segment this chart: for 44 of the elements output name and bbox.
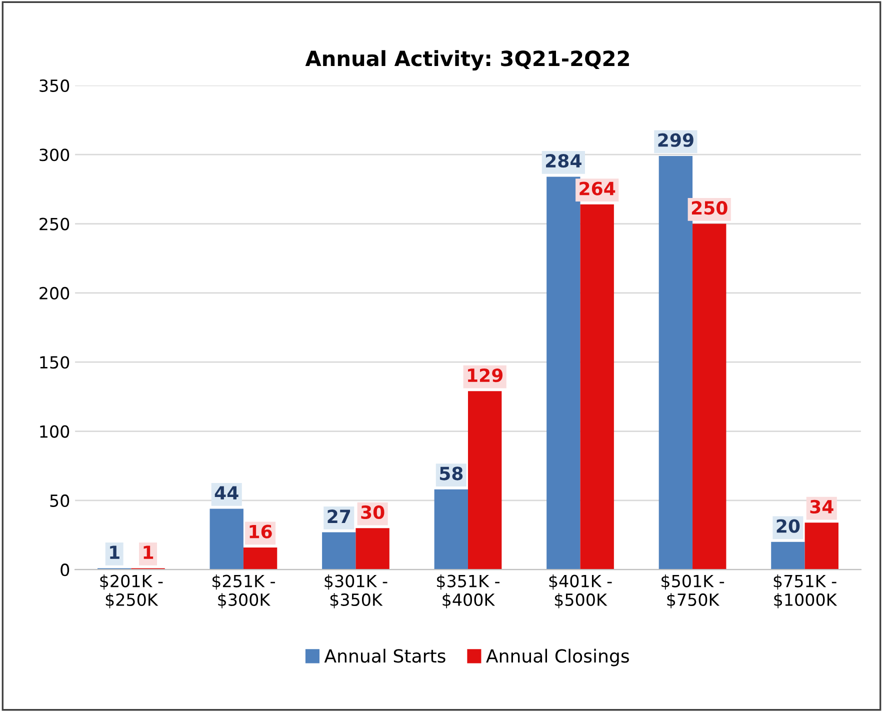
chart-title: Annual Activity: 3Q21-2Q22	[305, 50, 629, 70]
data-label: 44	[214, 486, 238, 500]
bar	[468, 391, 502, 570]
x-tick-label: $301K - $350K	[324, 574, 388, 608]
bar	[658, 156, 693, 570]
x-tick-label: $351K - $400K	[437, 574, 500, 608]
bar	[434, 489, 468, 570]
bar	[546, 176, 580, 570]
data-label: 34	[810, 500, 834, 514]
y-tick-label: 250	[40, 218, 70, 230]
data-label: 58	[440, 466, 463, 480]
y-tick-label: 300	[40, 148, 70, 162]
y-tick-label: 200	[40, 286, 70, 300]
x-tick-label: $251K - $300K	[212, 574, 275, 608]
y-tick-label: 350	[40, 79, 70, 92]
x-tick-label: $401K - $500K	[549, 574, 612, 608]
data-label: 30	[361, 505, 384, 520]
data-label: 284	[546, 154, 582, 168]
legend-label: Annual Starts	[324, 648, 446, 663]
y-tick-label: 0	[60, 564, 70, 576]
x-tick-label: $501K - $750K	[662, 574, 724, 608]
bar	[692, 224, 726, 570]
y-tick-label: 150	[40, 356, 70, 369]
bar	[210, 508, 244, 570]
bar	[356, 528, 390, 570]
data-label: 16	[250, 524, 272, 538]
data-label: 27	[328, 510, 350, 523]
bar	[243, 547, 278, 570]
x-tick-label: $201K - $250K	[100, 574, 163, 608]
x-tick-label: $751K - $1000K	[774, 574, 838, 608]
bar	[580, 204, 614, 570]
data-label: 299	[658, 133, 694, 147]
data-label: 1	[144, 546, 154, 559]
legend-label: Annual Closings	[486, 648, 629, 666]
data-label: 264	[580, 182, 616, 196]
y-tick-label: 50	[50, 494, 70, 508]
data-label: 129	[468, 368, 503, 382]
bar	[771, 542, 805, 570]
data-label: 1	[110, 546, 120, 559]
bar	[322, 532, 356, 570]
data-label: 20	[776, 519, 800, 533]
data-label: 250	[692, 201, 728, 215]
bar	[804, 522, 838, 570]
y-tick-label: 100	[40, 425, 70, 438]
